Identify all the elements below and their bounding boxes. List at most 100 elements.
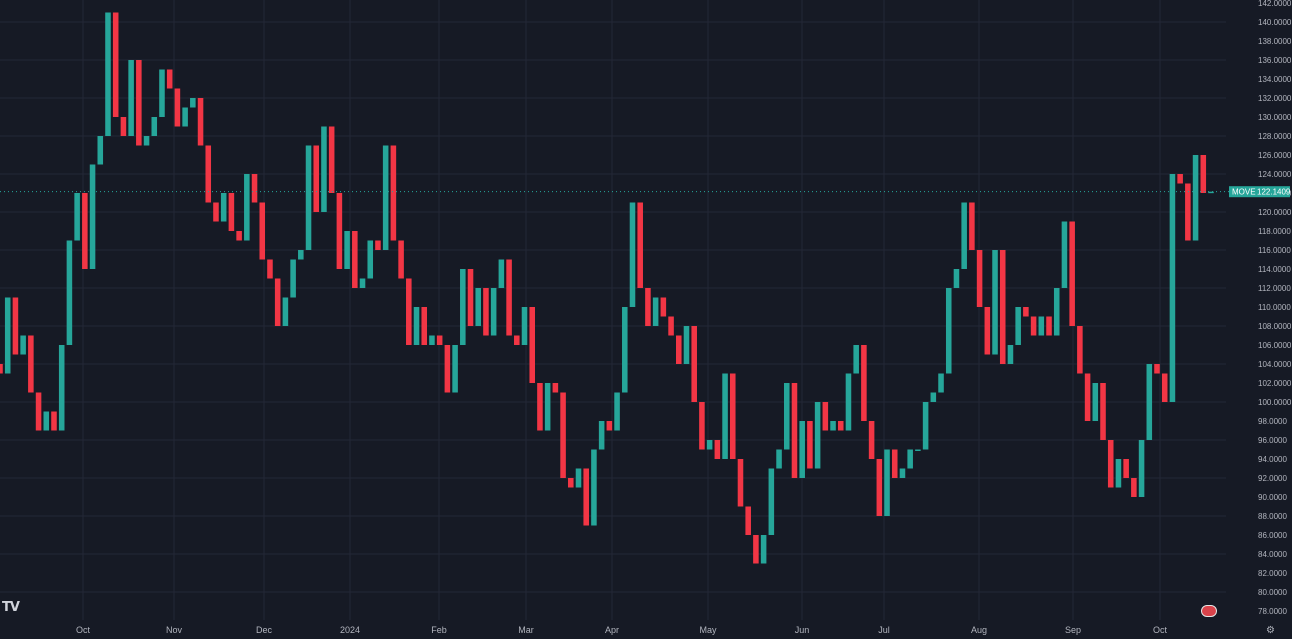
candle-down: [274, 278, 281, 326]
y-tick-label: 134.0000: [1258, 75, 1292, 84]
candle-down: [313, 145, 320, 212]
y-tick-label: 112.0000: [1258, 284, 1291, 293]
candle-down: [976, 250, 983, 307]
x-tick-label: Oct: [76, 625, 91, 635]
candle-up: [220, 193, 227, 222]
x-tick-label: Jun: [795, 625, 810, 635]
x-tick-label: Sep: [1065, 625, 1081, 635]
candle-down: [1131, 478, 1137, 497]
y-tick-label: 106.0000: [1258, 341, 1292, 350]
candle-down: [0, 364, 3, 374]
y-tick-label: 96.0000: [1258, 436, 1287, 445]
tradingview-logo[interactable]: TV: [2, 600, 20, 615]
candle-up: [190, 98, 196, 108]
candle-down: [174, 88, 181, 127]
y-tick-label: 132.0000: [1258, 94, 1292, 103]
candle-up: [305, 145, 312, 250]
candle-down: [560, 392, 566, 478]
candle-down: [1123, 459, 1129, 478]
candle-up: [452, 345, 458, 393]
candle-up: [961, 202, 967, 269]
candle-down: [421, 307, 428, 345]
candle-up: [244, 174, 250, 241]
candle-up: [591, 449, 597, 526]
candle-up: [853, 345, 859, 374]
candle-up: [290, 259, 296, 298]
candle-down: [668, 316, 674, 336]
candle-up: [1146, 364, 1153, 440]
last-price-tag: MOVE 122.1409: [1229, 186, 1291, 198]
y-tick-label: 130.0000: [1258, 113, 1292, 122]
candle-up: [359, 278, 366, 288]
candle-up: [1061, 221, 1068, 288]
candle-down: [82, 193, 88, 269]
candle-up: [58, 345, 65, 431]
candle-down: [336, 193, 343, 269]
candle-down: [1185, 183, 1191, 241]
candle-up: [907, 449, 913, 469]
candle-down: [745, 506, 751, 535]
last-price-tag-symbol: MOVE: [1232, 188, 1256, 197]
y-tick-label: 116.0000: [1258, 246, 1291, 255]
candle-down: [35, 392, 42, 431]
candle-up: [575, 468, 582, 488]
candle-down: [112, 12, 119, 117]
candle-up: [1192, 155, 1199, 241]
candle-up: [4, 297, 11, 374]
candle-down: [166, 69, 173, 89]
x-tick-label: Aug: [971, 625, 987, 635]
y-tick-label: 78.0000: [1258, 607, 1287, 616]
y-tick-label: 100.0000: [1258, 398, 1292, 407]
candle-down: [1030, 316, 1037, 336]
candle-down: [1100, 383, 1106, 440]
candle-down: [606, 421, 613, 431]
time-axis[interactable]: pOctNovDec2024FebMarAprMayJunJulAugSepOc…: [0, 625, 1168, 635]
y-tick-label: 128.0000: [1258, 132, 1292, 141]
y-tick-label: 124.0000: [1258, 170, 1292, 179]
candle-down: [1077, 326, 1083, 374]
candle-up: [706, 440, 713, 450]
candle-up: [799, 421, 805, 478]
candle-up: [282, 297, 289, 326]
candle-up: [460, 269, 466, 345]
candle-down: [737, 459, 744, 507]
candle-up: [915, 449, 921, 451]
candle-up: [768, 468, 775, 535]
settings-gear-icon[interactable]: ⚙: [1266, 625, 1275, 636]
candle-down: [390, 145, 397, 241]
candle-up: [614, 392, 620, 431]
candle-down: [807, 421, 813, 469]
candle-down: [259, 202, 266, 260]
candle-down: [436, 335, 443, 345]
y-tick-label: 88.0000: [1258, 512, 1287, 521]
candle-up: [182, 107, 188, 127]
y-tick-label: 98.0000: [1258, 417, 1287, 426]
candle-up: [1038, 316, 1045, 336]
candle-down: [891, 449, 898, 478]
y-tick-label: 90.0000: [1258, 493, 1287, 502]
us-flag-icon[interactable]: [1201, 605, 1217, 617]
candles: [0, 12, 1214, 564]
candle-down: [552, 383, 559, 393]
candle-up: [622, 307, 628, 393]
candle-down: [12, 297, 19, 355]
candle-down: [406, 278, 412, 345]
candle-down: [444, 345, 451, 393]
x-tick-label: Dec: [256, 625, 273, 635]
candle-down: [753, 535, 759, 564]
candle-down: [999, 250, 1006, 364]
candle-down: [136, 60, 142, 146]
candle-down: [537, 383, 543, 431]
candle-down: [691, 326, 697, 402]
candle-down: [1107, 440, 1114, 488]
price-axis[interactable]: 78.0000 80.0000 82.0000 84.0000 86.0000 88.00…: [1258, 0, 1292, 616]
candle-up: [498, 259, 505, 288]
x-tick-label: Oct: [1153, 625, 1168, 635]
candle-up: [521, 307, 528, 345]
candle-up: [629, 202, 636, 307]
x-tick-label: Apr: [605, 625, 619, 635]
candle-down: [568, 478, 574, 488]
candle-down: [398, 240, 404, 279]
candle-up: [992, 250, 998, 355]
